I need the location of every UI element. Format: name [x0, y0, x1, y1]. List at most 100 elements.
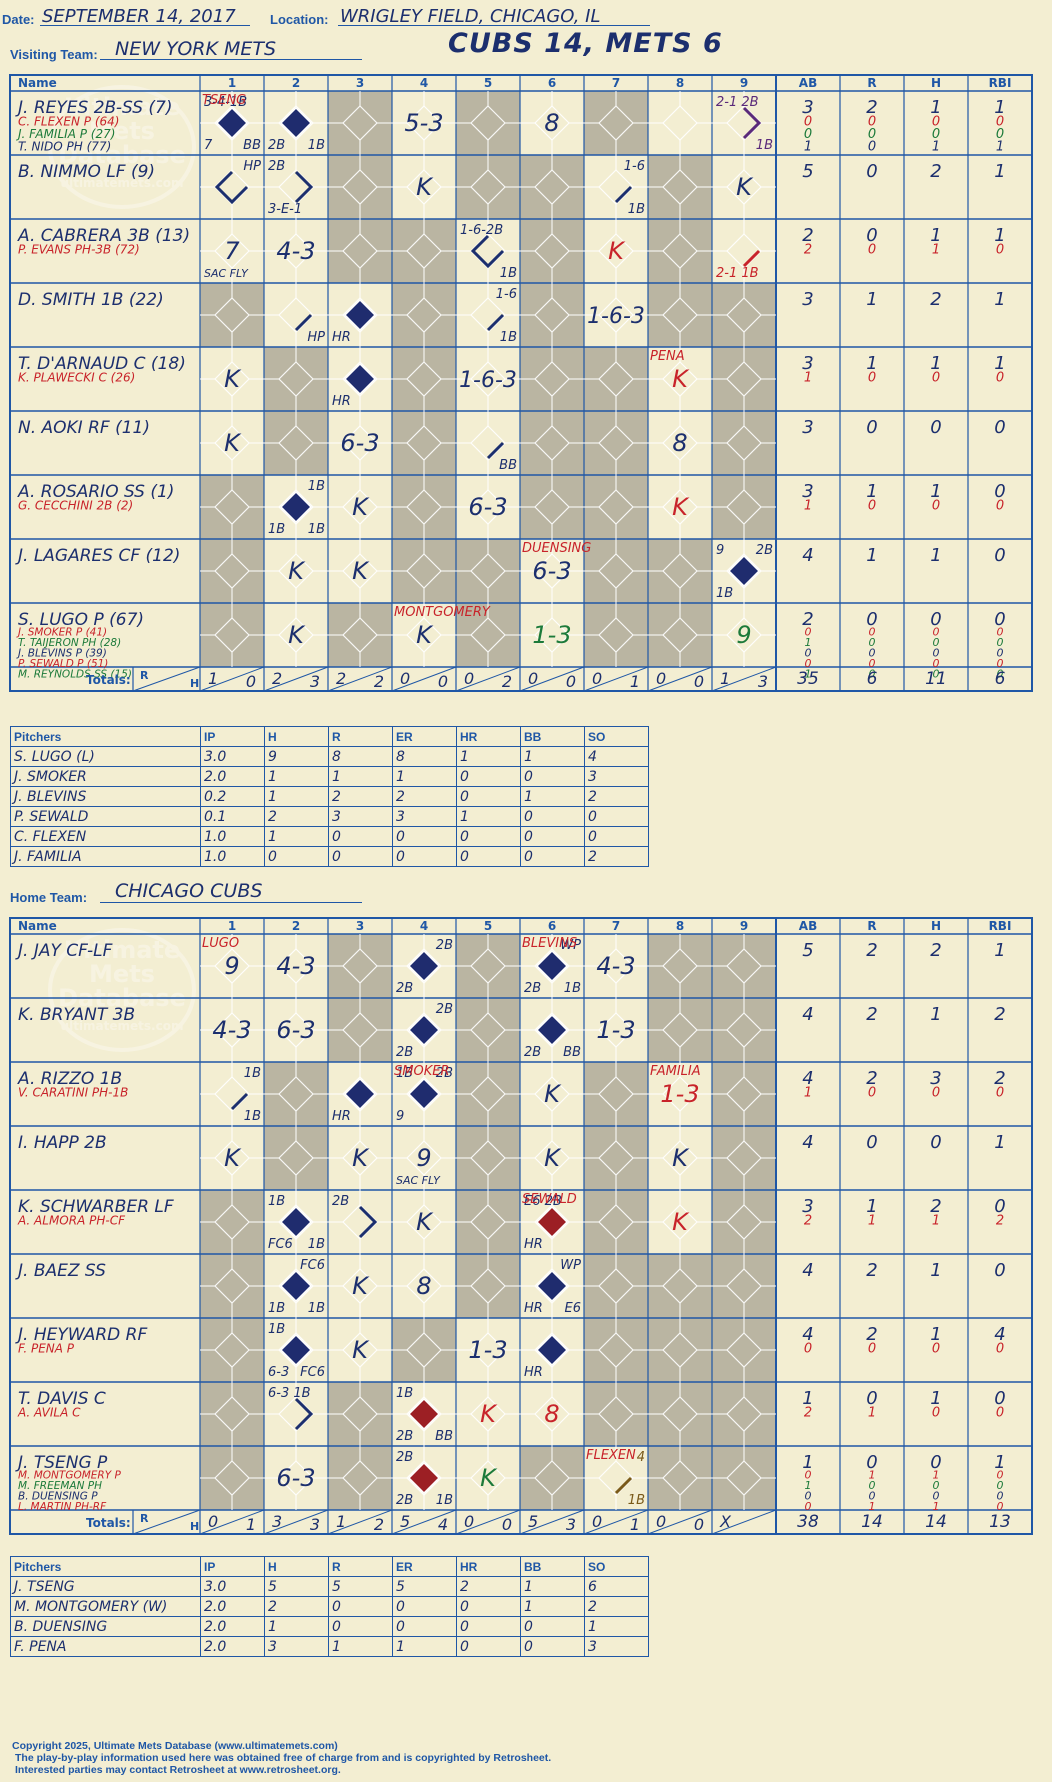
play-notation: 9: [396, 1109, 404, 1124]
pitcher-stat-cell: 1: [264, 786, 329, 807]
watermark-text: ultimatemets.com: [61, 176, 184, 190]
pitcher-stat-cell: 0: [328, 1616, 393, 1637]
inning-header: 8: [676, 76, 684, 90]
stat-header: H: [931, 76, 941, 90]
player-name: J. TSENG P: [15, 1453, 108, 1473]
play-notation: SAC FLY: [204, 267, 249, 280]
location-underline: [338, 25, 650, 26]
player-name: D. SMITH 1B (22): [18, 290, 164, 310]
player-stat: 3: [802, 417, 813, 438]
player-stat: 0: [932, 1342, 940, 1357]
player-stat: 0: [997, 647, 1004, 660]
stat-total: 14: [861, 1512, 883, 1532]
play-notation: K: [416, 621, 434, 649]
pitcher-stat-cell: 0: [456, 786, 521, 807]
pitcher-stat-cell: 2.0: [200, 1616, 265, 1637]
totals-slash: [263, 666, 329, 692]
player-stat: 4: [802, 1260, 813, 1281]
totals-slash: [391, 1509, 457, 1535]
inning-runs: 1: [336, 1512, 346, 1531]
pitcher-stat-cell: 6: [584, 1576, 649, 1597]
player-stat: 0: [997, 668, 1004, 681]
inning-header: 7: [612, 919, 620, 933]
play-notation: 9: [716, 543, 724, 558]
pitcher-stat-cell: 0: [328, 826, 393, 847]
player-stat: 0: [804, 115, 812, 130]
totals-h-label: H: [190, 677, 199, 690]
player-stat: 2: [866, 1068, 877, 1089]
play-notation: 1B: [436, 1493, 453, 1508]
home-team-underline: [100, 902, 362, 903]
play-notation: 1B: [244, 1109, 261, 1124]
pitcher-stat-cell: 1: [520, 746, 585, 767]
totals-slash: [583, 666, 649, 692]
inning-hits: 0: [502, 1515, 512, 1534]
base-path: [614, 185, 633, 204]
player-stat: 2: [804, 243, 812, 258]
pitching-change-note: FLEXEN: [586, 1448, 636, 1463]
play-notation: HR: [524, 1301, 543, 1316]
player-stat: 0: [805, 626, 812, 639]
player-stat: 0: [804, 1342, 812, 1357]
pitchers-col-header: SO: [584, 1556, 649, 1577]
base-path: [486, 313, 505, 332]
player-stat: 0: [869, 636, 876, 649]
play-notation: 1-6: [624, 159, 645, 174]
pitcher-stat-cell: B. DUENSING: [10, 1616, 201, 1637]
player-stat: 1: [930, 1388, 941, 1409]
pitching-change-note: FAMILIA: [650, 1064, 701, 1079]
player-stat: 1: [930, 353, 941, 374]
play-notation: 9: [416, 1144, 431, 1172]
player-stat: 0: [997, 1469, 1004, 1482]
player-stat: 0: [930, 417, 941, 438]
pitcher-stat-cell: 1: [520, 1596, 585, 1617]
player-stat: 0: [933, 657, 940, 670]
base-path: [470, 234, 505, 269]
pitching-change-note: MONTGOMERY: [394, 605, 491, 620]
run-scored-diamond: [279, 106, 313, 140]
base-path: [358, 1205, 378, 1239]
base-path: [294, 1397, 314, 1431]
base-diamond: [598, 1460, 634, 1496]
player-stat: 1: [930, 481, 941, 502]
play-notation: 1B: [308, 138, 325, 153]
pitcher-stat-cell: 5: [264, 1576, 329, 1597]
player-stat: 1: [866, 1196, 877, 1217]
base-diamond: [214, 169, 250, 205]
player-name: I. HAPP 2B: [18, 1133, 107, 1153]
play-notation: 2-1 2B: [716, 95, 759, 110]
base-path: [230, 1092, 249, 1111]
stat-total: 6: [995, 669, 1006, 689]
pitcher-stat-cell: 1: [520, 786, 585, 807]
location-value: WRIGLEY FIELD, CHICAGO, IL: [340, 6, 601, 27]
pitcher-stat-cell: 1.0: [200, 846, 265, 867]
run-scored-diamond: [279, 490, 313, 524]
player-name: J. BAEZ SS: [15, 1261, 106, 1281]
pitcher-stat-cell: 0: [392, 826, 457, 847]
player-name: T. TAIJERON PH (28): [18, 637, 121, 649]
player-stat: 0: [933, 668, 940, 681]
pitcher-stat-cell: 2.0: [200, 1636, 265, 1657]
pitcher-stat-cell: 0: [520, 806, 585, 827]
home-scoring-grid: UltimateMetsDatabaseultimatemets.comName…: [9, 917, 1033, 1535]
watermark-text: Mets: [89, 117, 155, 145]
player-stat: 0: [866, 1132, 877, 1153]
totals-slash: [647, 666, 713, 692]
play-notation: 6-3: [276, 1464, 315, 1492]
player-name: F. PENA P: [18, 1342, 75, 1356]
inning-runs: 2: [336, 669, 346, 688]
player-stat: 0: [805, 1490, 812, 1503]
player-stat: 0: [996, 127, 1004, 142]
play-notation: E6 2B: [524, 1194, 562, 1209]
player-stat: 0: [866, 1452, 877, 1473]
home-team-label: Home Team:: [10, 890, 88, 905]
pitcher-stat-cell: 3.0: [200, 746, 265, 767]
player-stat: 0: [805, 1469, 812, 1482]
pitcher-stat-cell: 2: [584, 1596, 649, 1617]
player-stat: 1: [869, 1469, 876, 1482]
pitcher-stat-cell: M. MONTGOMERY (W): [10, 1596, 201, 1617]
stat-header: AB: [799, 919, 817, 933]
player-stat: 1: [930, 225, 941, 246]
inning-header: 2: [292, 919, 300, 933]
play-notation: HP: [307, 330, 325, 345]
